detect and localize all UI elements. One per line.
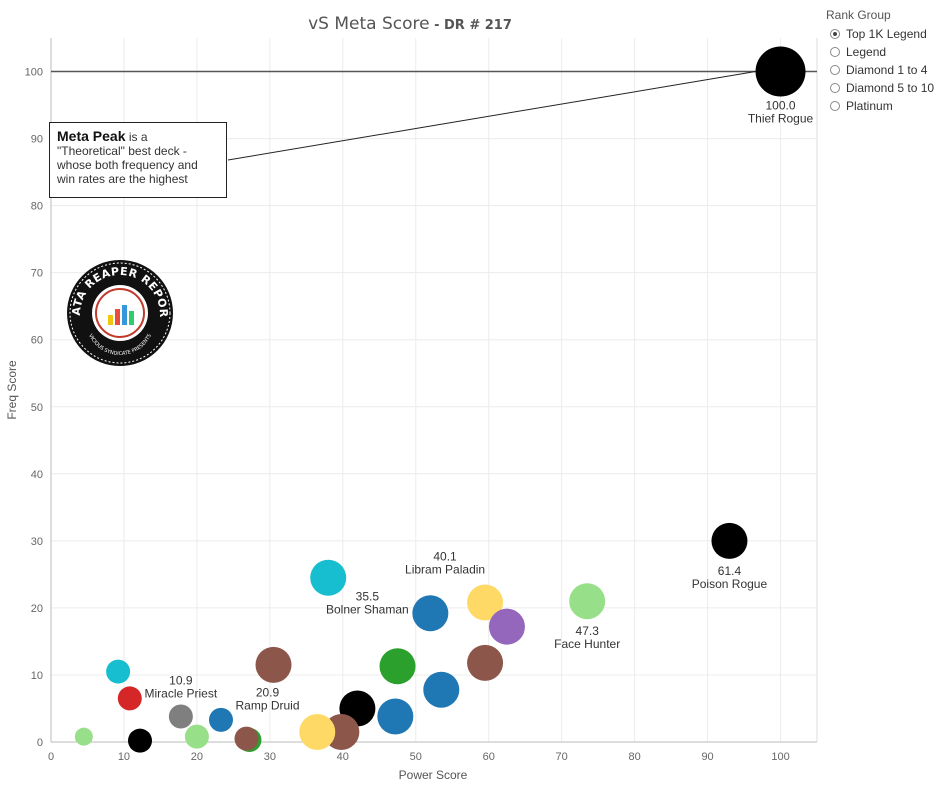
- x-tick-label: 30: [264, 751, 276, 763]
- data-point[interactable]: [234, 726, 259, 751]
- point-value-label: 35.5: [356, 589, 380, 603]
- x-tick-label: 70: [556, 751, 568, 763]
- legend-option-label: Legend: [846, 45, 887, 59]
- data-point[interactable]: [488, 608, 525, 645]
- legend-option[interactable]: Top 1K Legend: [826, 25, 941, 43]
- x-tick-label: 60: [483, 751, 495, 763]
- data-point[interactable]: [106, 659, 131, 684]
- data-point[interactable]: [299, 713, 336, 750]
- data-point[interactable]: [377, 698, 414, 735]
- radio-button-icon[interactable]: [830, 65, 840, 75]
- y-tick-label: 70: [31, 268, 43, 280]
- legend-option-label: Diamond 1 to 4: [846, 63, 928, 77]
- tick-labels: 0 10 20 30 40 50 60 70 80 90 100 0 10 20 30 40 50 60 70 80 9…: [25, 67, 790, 763]
- y-tick-label: 0: [37, 737, 43, 749]
- y-tick-label: 90: [31, 134, 43, 146]
- point-name-label: Bolner Shaman: [326, 602, 409, 616]
- annotation-text-3: whose both frequency and: [57, 158, 198, 172]
- point-value-label: 100.0: [766, 99, 796, 113]
- x-tick-label: 100: [771, 751, 789, 763]
- rank-group-legend: Rank Group Top 1K Legend Legend Diamond 1 …: [826, 8, 941, 115]
- legend-items: Top 1K Legend Legend Diamond 1 to 4 Diamond…: [826, 25, 941, 115]
- data-point[interactable]: [423, 671, 460, 708]
- radio-button-icon[interactable]: [830, 101, 840, 111]
- legend-option[interactable]: Diamond 1 to 4: [826, 61, 941, 79]
- data-point[interactable]: [117, 686, 142, 711]
- annotation-connector-line: [227, 71, 756, 161]
- point-name-label: Libram Paladin: [405, 563, 485, 577]
- point-name-label: Face Hunter: [554, 637, 620, 651]
- chart-title: vS Meta Score - DR # 217: [308, 14, 512, 34]
- data-point[interactable]: [74, 727, 93, 746]
- legend-option[interactable]: Platinum: [826, 97, 941, 115]
- radio-button-icon[interactable]: [830, 83, 840, 93]
- radio-button-icon[interactable]: [830, 29, 840, 39]
- point-value-label: 40.1: [433, 550, 457, 564]
- point-name-label: Thief Rogue: [748, 112, 814, 126]
- annotation-text-4: win rates are the highest: [57, 172, 188, 186]
- data-point[interactable]: [168, 704, 193, 729]
- data-point[interactable]: [412, 595, 449, 632]
- y-tick-label: 100: [25, 67, 43, 79]
- data-point[interactable]: [467, 644, 504, 681]
- data-point[interactable]: [569, 583, 606, 620]
- legend-option[interactable]: Diamond 5 to 10: [826, 79, 941, 97]
- point-name-label: Poison Rogue: [692, 577, 768, 591]
- point-value-label: 61.4: [718, 564, 742, 578]
- point-value-label: 20.9: [256, 686, 280, 700]
- y-tick-label: 80: [31, 201, 43, 213]
- data-point[interactable]: [208, 707, 233, 732]
- y-tick-label: 10: [31, 670, 43, 682]
- point-name-label: Miracle Priest: [145, 687, 218, 701]
- x-axis-label: Power Score: [399, 768, 468, 782]
- data-point[interactable]: [755, 46, 806, 97]
- y-tick-label: 50: [31, 402, 43, 414]
- data-reaper-report-logo: DATA REAPER REPORT VICIOUS SYNDICATE PRE…: [66, 259, 173, 366]
- data-point[interactable]: [128, 728, 153, 753]
- x-tick-label: 40: [337, 751, 349, 763]
- annotation-bold-text: Meta Peak: [57, 128, 126, 144]
- x-tick-label: 80: [628, 751, 640, 763]
- radio-button-icon[interactable]: [830, 47, 840, 57]
- point-name-label: Ramp Druid: [235, 699, 299, 713]
- x-tick-label: 10: [118, 751, 130, 763]
- annotation-text-2: "Theoretical" best deck -: [57, 144, 187, 158]
- legend-option-label: Platinum: [846, 99, 893, 113]
- data-point[interactable]: [255, 646, 292, 683]
- x-tick-label: 90: [701, 751, 713, 763]
- legend-title: Rank Group: [826, 8, 891, 22]
- data-point[interactable]: [379, 648, 416, 685]
- data-point[interactable]: [310, 559, 347, 596]
- y-tick-label: 30: [31, 536, 43, 548]
- legend-option-label: Diamond 5 to 10: [846, 81, 935, 95]
- x-tick-label: 50: [410, 751, 422, 763]
- data-point[interactable]: [711, 522, 748, 559]
- y-tick-label: 60: [31, 335, 43, 347]
- y-tick-label: 20: [31, 603, 43, 615]
- annotation-text-1: is a: [125, 130, 148, 144]
- data-point[interactable]: [184, 724, 209, 749]
- point-value-label: 47.3: [576, 624, 600, 638]
- point-value-label: 10.9: [169, 674, 193, 688]
- meta-peak-annotation: Meta Peak is a "Theoretical" best deck -…: [49, 122, 227, 198]
- data-points: [74, 46, 806, 753]
- x-tick-label: 0: [48, 751, 54, 763]
- y-axis-label: Freq Score: [5, 360, 19, 420]
- legend-option-label: Top 1K Legend: [846, 27, 927, 41]
- x-tick-label: 20: [191, 751, 203, 763]
- data-point[interactable]: [467, 584, 504, 621]
- legend-option[interactable]: Legend: [826, 43, 941, 61]
- y-tick-label: 40: [31, 469, 43, 481]
